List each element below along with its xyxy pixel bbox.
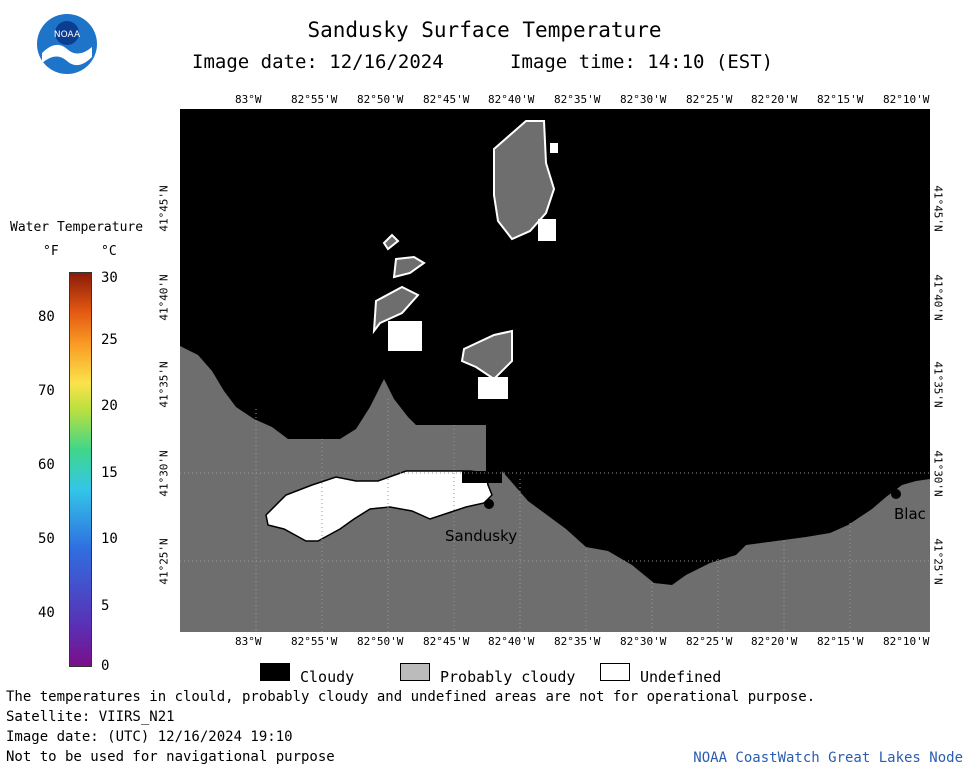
lon-bottom-82-20w: 82°20'W xyxy=(751,635,798,648)
lon-top-82-30w: 82°30'W xyxy=(620,93,667,106)
tick-f-50: 50 xyxy=(38,531,55,547)
lon-top-82-25w: 82°25'W xyxy=(686,93,733,106)
undefined-patch-east xyxy=(478,377,508,399)
tick-f-60: 60 xyxy=(38,457,55,473)
lon-top-82-35w: 82°35'W xyxy=(554,93,601,106)
blac-marker xyxy=(891,489,901,499)
tick-f-70: 70 xyxy=(38,383,55,399)
tick-c-20: 20 xyxy=(101,398,118,414)
image-time: Image time: 14:10 (EST) xyxy=(510,51,774,73)
noaa-logo-icon: NOAA xyxy=(37,14,97,74)
lon-bottom-82-45w: 82°45'W xyxy=(423,635,470,648)
lon-top-82-45w: 82°45'W xyxy=(423,93,470,106)
lon-top-83w: 83°W xyxy=(235,93,262,106)
lon-top-82-15w: 82°15'W xyxy=(817,93,864,106)
lon-bottom-82-30w: 82°30'W xyxy=(620,635,667,648)
lon-top-82-50w: 82°50'W xyxy=(357,93,404,106)
lat-right-41-30n: 41°30'N xyxy=(931,450,945,497)
lon-bottom-82-35w: 82°35'W xyxy=(554,635,601,648)
lat-right-41-25n: 41°25'N xyxy=(931,538,945,585)
unit-celsius: °C xyxy=(101,244,117,259)
mainland xyxy=(180,346,930,632)
footer-satellite: Satellite: VIIRS_N21 xyxy=(6,709,175,725)
temperature-map: Sandusky Blac xyxy=(180,109,930,632)
undefined-patch-north xyxy=(538,219,556,241)
lon-top-82-55w: 82°55'W xyxy=(291,93,338,106)
legend-swatch-cloudy xyxy=(260,663,290,681)
sandusky-label: Sandusky xyxy=(445,527,517,545)
lat-left-41-40n: 41°40'N xyxy=(157,274,171,321)
cloudy-patch xyxy=(462,471,502,483)
lon-bottom-83w: 83°W xyxy=(235,635,262,648)
north-bass-island xyxy=(493,120,556,241)
lon-top-82-40w: 82°40'W xyxy=(488,93,535,106)
tick-c-10: 10 xyxy=(101,531,118,547)
legend-swatch-probably-cloudy xyxy=(400,663,430,681)
footer-credit: NOAA CoastWatch Great Lakes Node xyxy=(693,750,963,766)
lat-left-41-35n: 41°35'N xyxy=(157,361,171,408)
undefined-patch-middle xyxy=(388,321,422,351)
blac-label: Blac xyxy=(894,505,926,523)
lon-bottom-82-10w: 82°10'W xyxy=(883,635,930,648)
unit-fahrenheit: °F xyxy=(43,244,59,259)
lat-left-41-45n: 41°45'N xyxy=(157,185,171,232)
middle-island xyxy=(372,285,420,335)
lon-top-82-20w: 82°20'W xyxy=(751,93,798,106)
lat-right-41-35n: 41°35'N xyxy=(931,361,945,408)
lon-bottom-82-50w: 82°50'W xyxy=(357,635,404,648)
scale-title: Water Temperature xyxy=(10,220,144,235)
tick-c-30: 30 xyxy=(101,270,118,286)
lat-right-41-40n: 41°40'N xyxy=(931,274,945,321)
lat-left-41-25n: 41°25'N xyxy=(157,538,171,585)
temperature-colorbar xyxy=(69,272,92,667)
small-islet xyxy=(392,255,426,279)
footer-disclaimer: The temperatures in clould, probably clo… xyxy=(6,689,816,705)
lat-right-41-45n: 41°45'N xyxy=(931,185,945,232)
footer-utc-date: Image date: (UTC) 12/16/2024 19:10 xyxy=(6,729,293,745)
lat-left-41-30n: 41°30'N xyxy=(157,450,171,497)
kelleys-island xyxy=(460,329,513,381)
graticule xyxy=(180,399,930,632)
legend-label-probably-cloudy: Probably cloudy xyxy=(440,668,576,686)
sandusky-marker xyxy=(484,499,494,509)
tick-c-25: 25 xyxy=(101,332,118,348)
legend-label-cloudy: Cloudy xyxy=(300,668,355,686)
image-date: Image date: 12/16/2024 xyxy=(192,51,444,73)
tick-c-0: 0 xyxy=(101,658,110,674)
lon-bottom-82-25w: 82°25'W xyxy=(686,635,733,648)
legend-swatch-undefined xyxy=(600,663,630,681)
tiny-islet xyxy=(382,233,400,251)
lon-bottom-82-15w: 82°15'W xyxy=(817,635,864,648)
tick-c-5: 5 xyxy=(101,598,110,614)
page-title: Sandusky Surface Temperature xyxy=(307,18,662,42)
undefined-speck xyxy=(550,143,558,153)
lon-top-82-10w: 82°10'W xyxy=(883,93,930,106)
lon-bottom-82-40w: 82°40'W xyxy=(488,635,535,648)
tick-c-15: 15 xyxy=(101,465,118,481)
legend-label-undefined: Undefined xyxy=(640,668,722,686)
lon-bottom-82-55w: 82°55'W xyxy=(291,635,338,648)
footer-nav-warning: Not to be used for navigational purpose xyxy=(6,749,335,765)
logo-text: NOAA xyxy=(54,30,81,40)
tick-f-40: 40 xyxy=(38,605,55,621)
tick-f-80: 80 xyxy=(38,309,55,325)
